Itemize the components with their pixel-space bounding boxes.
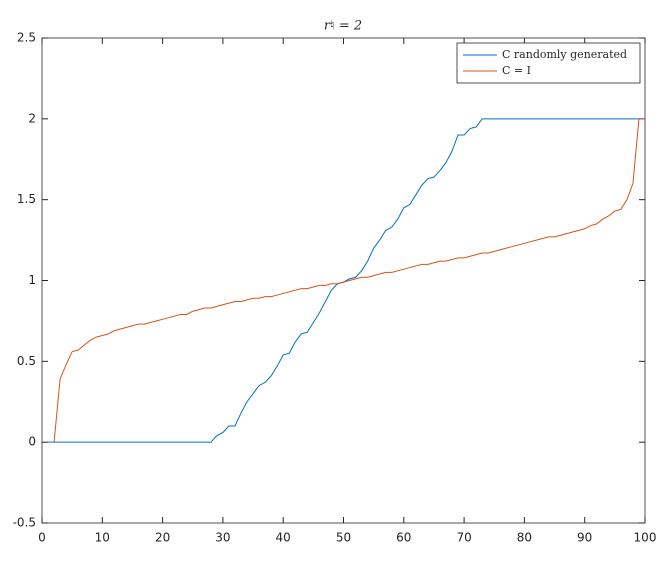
y-tick-label: 0 <box>28 435 36 449</box>
x-tick-label: 80 <box>517 531 532 545</box>
legend-label: C randomly generated <box>502 48 627 61</box>
x-tick-label: 30 <box>215 531 230 545</box>
x-tick-label: 40 <box>276 531 291 545</box>
x-tick-label: 0 <box>38 531 46 545</box>
legend-label: C = I <box>502 64 531 77</box>
x-tick-label: 70 <box>456 531 471 545</box>
y-tick-label: 2.5 <box>17 31 36 45</box>
y-tick-label: 2 <box>28 111 36 125</box>
y-tick-label: 1.5 <box>17 192 36 206</box>
y-tick-label: 0.5 <box>17 354 36 368</box>
x-tick-label: 10 <box>95 531 110 545</box>
line-series <box>53 118 645 443</box>
y-tick-label: -0.5 <box>13 516 36 530</box>
x-tick-label: 20 <box>155 531 170 545</box>
x-tick-label: 50 <box>336 531 351 545</box>
chart-title: r♮ = 2 <box>324 19 362 34</box>
y-tick-label: 1 <box>28 273 36 287</box>
x-tick-label: 60 <box>396 531 411 545</box>
x-tick-label: 90 <box>577 531 592 545</box>
legend-box <box>456 42 641 84</box>
x-tick-label: 100 <box>634 531 657 545</box>
